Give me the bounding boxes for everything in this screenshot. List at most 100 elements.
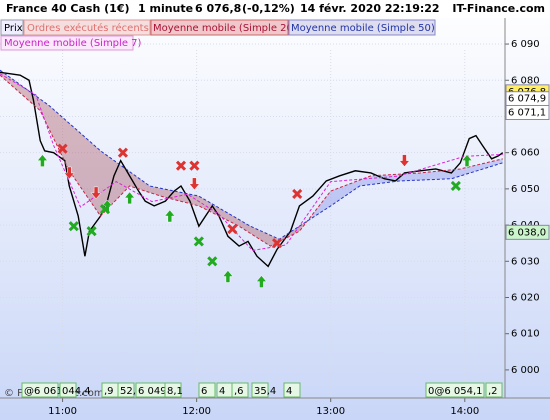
datetime: 14 févr. 2020 22:19:22 — [300, 2, 440, 15]
price-tag-label: 6 074,9 — [508, 94, 546, 105]
order-tag: 35,4 — [254, 386, 276, 397]
cross — [175, 160, 187, 171]
legend-box — [0, 19, 24, 36]
exit-short-signal — [272, 238, 283, 249]
exit-long-signal — [68, 221, 79, 232]
price-tag-label: 6 038,0 — [508, 227, 546, 238]
cross — [193, 236, 204, 247]
cross — [57, 143, 68, 154]
order-tag: 4 — [219, 386, 225, 397]
moving-average — [0, 73, 503, 251]
legend-box — [23, 19, 151, 36]
y-tick-label: 6 090 — [511, 39, 540, 50]
exit-short-signal — [175, 160, 187, 171]
order-tag-box — [231, 382, 249, 398]
exit-long-signal — [207, 256, 218, 267]
cross — [86, 226, 97, 237]
arrow — [222, 270, 234, 283]
timeframe: 1 minute — [138, 2, 193, 15]
exit-long-signal — [99, 204, 111, 215]
exit-long-signal — [86, 226, 97, 237]
x-tick-label: 13:00 — [316, 406, 345, 417]
brand: IT-Finance.com — [452, 2, 545, 15]
y-tick-label: 6 020 — [511, 293, 540, 304]
order-tag-box — [485, 382, 503, 398]
order-tag-box — [117, 382, 135, 398]
sell-signal — [63, 166, 75, 180]
x-tick-label: 14:00 — [450, 406, 479, 417]
cross — [450, 180, 461, 192]
price: 6 076,8 — [195, 2, 241, 15]
order-tag: @6 061,4 — [24, 386, 72, 397]
order-tag: 0@6 054,1 — [428, 386, 483, 397]
arrow — [461, 154, 473, 167]
price-line — [0, 71, 504, 268]
legend-box — [0, 35, 134, 51]
exit-long-signal — [193, 236, 204, 247]
legend-price: Prix — [4, 23, 23, 34]
order-tag: 52,4 — [120, 386, 142, 397]
order-tag: 044,4 — [62, 386, 91, 397]
order-tag-box — [251, 382, 269, 398]
x-tick-label: 12:00 — [182, 406, 211, 417]
order-tag: 6 049,4 — [138, 386, 176, 397]
change: (-0,12%) — [242, 2, 295, 15]
order-tag: ,6 — [234, 386, 244, 397]
arrow — [188, 177, 200, 191]
price-tag-label: 6 071,1 — [508, 107, 546, 118]
sell-signal — [398, 154, 410, 168]
arrow — [255, 275, 267, 288]
y-tick-label: 6 080 — [511, 75, 540, 86]
order-tag-box — [59, 382, 77, 398]
y-tick-label: 6 060 — [511, 148, 540, 159]
arrow — [164, 209, 176, 223]
y-tick-label: 6 050 — [511, 184, 540, 195]
exit-short-signal — [189, 160, 200, 171]
price-tag — [505, 104, 550, 120]
buy-signal — [461, 154, 473, 167]
cross — [272, 238, 283, 249]
price-tag — [505, 224, 550, 240]
arrow — [124, 191, 136, 205]
legend-sma50: Moyenne mobile (Simple 50) — [291, 23, 435, 34]
exit-short-signal — [57, 143, 68, 154]
instrument: France 40 Cash (1€) — [6, 2, 130, 15]
y-tick-label: 6 010 — [511, 329, 540, 340]
sell-signal — [90, 186, 102, 200]
cross — [99, 204, 111, 215]
legend-box — [288, 19, 436, 36]
y-tick-label: 6 000 — [511, 365, 540, 376]
moving-average — [0, 74, 503, 247]
legend-orders: Ordres exécutés récents — [27, 22, 149, 34]
y-tick-label: 6 030 — [511, 256, 540, 267]
exit-short-signal — [117, 147, 128, 158]
order-tag-box — [425, 382, 485, 398]
buy-signal — [222, 270, 234, 283]
buy-signal — [255, 275, 267, 288]
arrow — [36, 154, 48, 167]
arrow — [63, 166, 75, 180]
sell-signal — [188, 177, 200, 191]
legend-sma20: Moyenne mobile (Simple 20) — [153, 23, 297, 34]
buy-signal — [36, 154, 48, 167]
cross — [207, 256, 218, 267]
cross — [292, 188, 303, 200]
buy-signal — [164, 209, 176, 223]
order-tag-box — [283, 382, 301, 398]
cross — [189, 160, 200, 171]
legend-box — [150, 19, 289, 36]
order-tag: 4 — [286, 386, 292, 397]
cross — [117, 147, 128, 158]
arrow — [398, 154, 410, 168]
header-bar — [0, 0, 550, 18]
order-tag: ,9 — [104, 386, 114, 397]
buy-signal — [124, 191, 136, 205]
exit-short-signal — [227, 224, 238, 235]
arrow — [90, 186, 102, 200]
exit-short-signal — [292, 188, 303, 200]
order-tag: 8,1 — [167, 386, 183, 397]
order-tag-box — [164, 382, 182, 398]
order-tag: ,2 — [488, 386, 498, 397]
